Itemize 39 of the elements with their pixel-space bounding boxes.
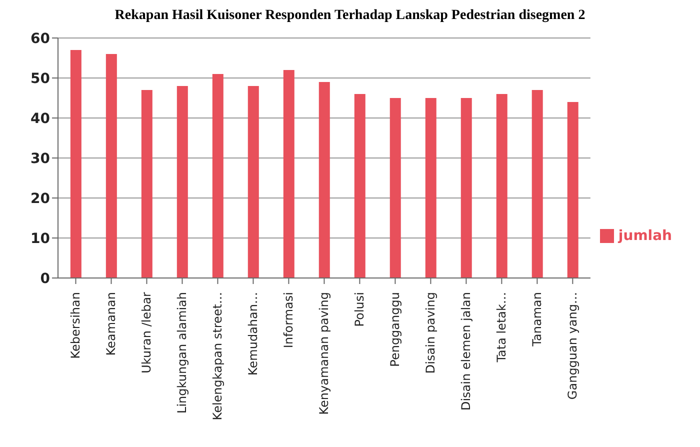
bar	[141, 90, 152, 278]
x-tick-label: Informasi	[282, 292, 296, 348]
x-tick-label: Lingkungan alamiah	[175, 292, 190, 414]
bar	[212, 74, 224, 278]
x-tick-label: Pengganggu	[388, 292, 402, 367]
x-tick-label: Kelengkapan street…	[210, 292, 225, 420]
chart-title: Rekapan Hasil Kuisoner Responden Terhadap Lanskap Pedestrian disegmen 2	[114, 8, 586, 25]
bar	[176, 86, 188, 278]
bar	[106, 54, 117, 278]
bar	[70, 50, 82, 278]
x-tick-label: Kenyamanan paving	[317, 292, 332, 415]
x-tick-label: Tata letak…	[494, 292, 509, 364]
y-tick-label: 50	[30, 70, 50, 87]
x-tick-label: Gangguan yang…	[566, 292, 580, 400]
x-tick-label: Ukuran /lebar	[140, 292, 154, 374]
legend-label: jumlah	[618, 228, 672, 244]
bar	[425, 98, 436, 278]
x-tick-label: Polusi	[352, 292, 367, 327]
bar	[567, 102, 578, 278]
y-tick-label: 40	[30, 110, 50, 127]
y-tick-label: 60	[30, 30, 50, 47]
x-tick-label: Tanaman	[530, 292, 544, 348]
y-tick-label: 30	[30, 150, 50, 167]
bar	[318, 82, 330, 278]
x-tick-label: Keamanan	[104, 292, 118, 356]
bar	[248, 86, 259, 278]
bar	[354, 94, 366, 278]
bar	[460, 98, 472, 278]
bar	[390, 98, 401, 278]
x-tick-label: Disain paving	[424, 292, 438, 374]
bar	[283, 70, 294, 278]
bar	[532, 90, 543, 278]
y-tick-label: 10	[30, 230, 50, 247]
x-tick-label: Disain elemen jalan	[459, 292, 474, 411]
y-tick-label: 0	[40, 270, 50, 287]
y-tick-label: 20	[30, 190, 50, 207]
x-tick-label: Kebersihan	[68, 292, 83, 359]
x-tick-label: Kemudahan…	[246, 292, 260, 376]
bar	[496, 94, 508, 278]
